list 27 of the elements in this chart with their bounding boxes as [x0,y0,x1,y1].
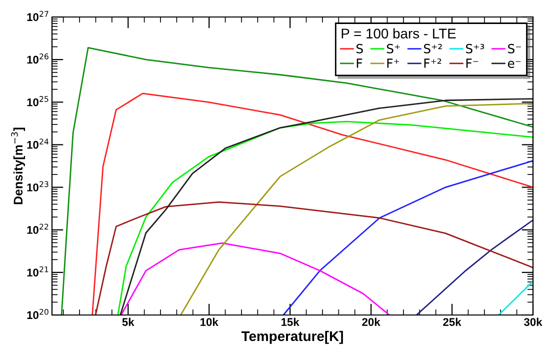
y-tick-label: 10$^{24}$ [27,138,48,149]
x-tick-label: 15k [282,318,300,326]
legend-label: F⁻ [466,58,478,68]
legend-label: S⁺³ [466,44,484,54]
x-tick-label: 5k [122,318,134,326]
y-tick-label: 10$^{27}$ [27,10,48,22]
y-tick-label: 10$^{22}$ [27,224,48,234]
legend-label: S [356,44,363,54]
x-axis-title: Temperature[K] [241,330,343,344]
y-tick-label: 10$^{25}$ [27,96,48,106]
y-tick-label: 10$^{23}$ [27,181,48,192]
x-tick-label: 10k [200,318,218,326]
legend-label: S⁺ [386,44,400,54]
x-tick-label: 20k [362,318,380,326]
y-axis-title: Density[m$^{−3}$] [11,128,26,204]
y-tick-label: 10$^{26}$ [27,53,48,64]
x-tick-label: 30k [524,318,542,326]
x-tick-label: 25k [443,318,462,326]
legend-label: S⁻ [508,44,521,54]
y-tick-label: 10$^{20}$ [27,308,48,320]
legend-label: F [356,58,362,68]
legend-label: F⁺ [387,58,400,68]
legend-title: P = 100 bars - LTE [342,28,456,38]
y-tick-label: 10$^{21}$ [27,266,48,276]
legend-label: S⁺² [424,44,442,54]
legend-label: F⁺² [424,58,442,68]
legend-label: e⁻ [508,60,521,68]
